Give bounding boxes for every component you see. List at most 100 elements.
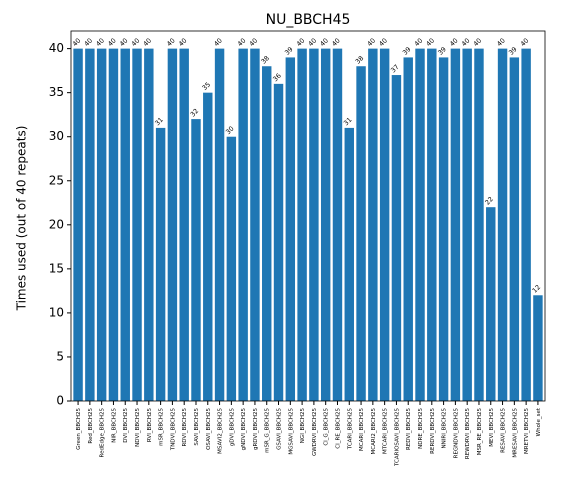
x-tick-label: TCARI_BBCH25 bbox=[347, 408, 353, 451]
data-label: 40 bbox=[448, 37, 460, 49]
data-label: 40 bbox=[212, 37, 224, 49]
data-label: 35 bbox=[201, 81, 213, 93]
bar bbox=[415, 48, 425, 401]
x-tick-label: OSAVI_BBCH25 bbox=[206, 408, 212, 450]
bar bbox=[356, 66, 366, 401]
data-label: 40 bbox=[94, 37, 106, 49]
bar bbox=[297, 48, 307, 401]
data-label: 40 bbox=[318, 37, 330, 49]
bar bbox=[368, 48, 378, 401]
x-tick-label: MGSAVI_BBCH25 bbox=[288, 408, 294, 455]
x-tick-label: TNDVI_BBCH25 bbox=[170, 408, 176, 452]
chart-title: NU_BBCH45 bbox=[266, 12, 351, 28]
x-tick-label: REGNDVI_BBCH25 bbox=[453, 408, 459, 459]
data-label: 39 bbox=[436, 45, 448, 57]
x-tick-label: mSR_BBCH25 bbox=[159, 408, 165, 446]
x-tick-label: NIR_BBCH25 bbox=[111, 408, 117, 443]
data-label: 40 bbox=[519, 37, 531, 49]
x-tick-label: MCARI_BBCH25 bbox=[359, 408, 365, 451]
bar bbox=[344, 127, 354, 402]
x-tick-label: RDVI_BBCH25 bbox=[182, 408, 188, 447]
data-label: 40 bbox=[330, 37, 342, 49]
bar bbox=[332, 48, 343, 401]
bar bbox=[533, 295, 543, 401]
data-label: 40 bbox=[460, 37, 472, 49]
data-label: 40 bbox=[377, 37, 389, 49]
bar bbox=[285, 57, 296, 402]
data-label: 32 bbox=[189, 107, 201, 119]
data-label: 39 bbox=[283, 45, 295, 57]
bar bbox=[497, 48, 508, 401]
bar bbox=[155, 127, 166, 402]
data-label: 40 bbox=[177, 37, 189, 49]
bar bbox=[427, 48, 437, 401]
y-tick-label: 40 bbox=[49, 41, 64, 55]
x-tick-label: Green_BBCH25 bbox=[76, 408, 82, 450]
bar bbox=[132, 48, 142, 401]
x-tick-label: DVI_BBCH25 bbox=[123, 408, 129, 443]
plot-frame bbox=[70, 30, 546, 402]
data-label: 40 bbox=[307, 37, 319, 49]
x-tick-label: Whole_set bbox=[536, 407, 542, 436]
data-label: 31 bbox=[342, 116, 354, 128]
bar bbox=[438, 57, 449, 402]
bar bbox=[226, 136, 237, 401]
bar bbox=[238, 48, 248, 401]
bar bbox=[474, 48, 484, 401]
y-tick-label: 30 bbox=[49, 129, 64, 143]
x-tick-label: RESAVI_BBCH25 bbox=[501, 407, 507, 452]
bar bbox=[108, 48, 119, 401]
bar bbox=[191, 119, 201, 401]
data-label: 39 bbox=[401, 45, 413, 57]
data-label: 40 bbox=[413, 37, 425, 49]
y-axis-label: Times used (out of 40 repeats) bbox=[15, 126, 29, 312]
data-label: 40 bbox=[83, 37, 95, 49]
x-tick-label: MSR_RE_BBCH25 bbox=[477, 408, 483, 456]
x-tick-label: REDVI_BBCH25 bbox=[406, 408, 412, 450]
data-label: 40 bbox=[118, 37, 130, 49]
y-tick-label: 10 bbox=[49, 305, 64, 319]
x-tick-label: NDRE_BBCH25 bbox=[418, 408, 424, 449]
y-tick-label: 0 bbox=[56, 394, 64, 408]
y-tick-label: 5 bbox=[56, 349, 64, 363]
data-label: 40 bbox=[106, 37, 118, 49]
bar bbox=[391, 75, 402, 402]
data-label: 38 bbox=[259, 54, 271, 66]
x-tick-label: MSAVI2_BBCH25 bbox=[218, 408, 224, 454]
data-label: 38 bbox=[354, 54, 366, 66]
data-label: 40 bbox=[142, 37, 154, 49]
x-tick-label: MTCARI_BBCH25 bbox=[383, 408, 389, 455]
x-tick-label: mSR_G_BBCH25 bbox=[265, 408, 271, 453]
bar bbox=[179, 48, 189, 401]
bar bbox=[120, 48, 130, 401]
bar bbox=[167, 48, 178, 401]
data-label: 37 bbox=[389, 63, 401, 75]
bar bbox=[521, 48, 531, 401]
y-tick-label: 20 bbox=[49, 217, 64, 231]
bar bbox=[85, 48, 95, 401]
x-tick-label: SAVI_BBCH25 bbox=[194, 408, 200, 446]
data-label: 40 bbox=[165, 37, 177, 49]
x-tick-label: Red_BBCH25 bbox=[88, 408, 94, 444]
x-tick-label: NGI_BBCH25 bbox=[300, 408, 306, 444]
bar bbox=[144, 48, 154, 401]
bar bbox=[462, 48, 472, 401]
x-tick-label: RedEdge_BBCH25 bbox=[100, 408, 106, 458]
y-tick-label: 25 bbox=[49, 173, 64, 187]
x-tick-label: MEVI_BBCH25 bbox=[489, 408, 495, 447]
bar bbox=[450, 48, 461, 401]
x-tick-label: NDVI_BBCH25 bbox=[135, 408, 141, 447]
data-label: 40 bbox=[248, 37, 260, 49]
bar bbox=[203, 92, 213, 402]
x-tick-label: gNDVI_BBCH25 bbox=[241, 408, 247, 451]
bar bbox=[509, 57, 520, 402]
data-label: 39 bbox=[507, 45, 519, 57]
x-tick-label: TCARIOSAVI_BBCH25 bbox=[394, 408, 400, 467]
x-tick-label: MCARI2_BBCH25 bbox=[371, 408, 377, 455]
x-tick-label: GWDRVI_BBCH25 bbox=[312, 408, 318, 457]
data-label: 40 bbox=[236, 37, 248, 49]
data-label: 22 bbox=[484, 195, 496, 207]
data-label: 40 bbox=[71, 37, 83, 49]
bar bbox=[273, 83, 284, 401]
